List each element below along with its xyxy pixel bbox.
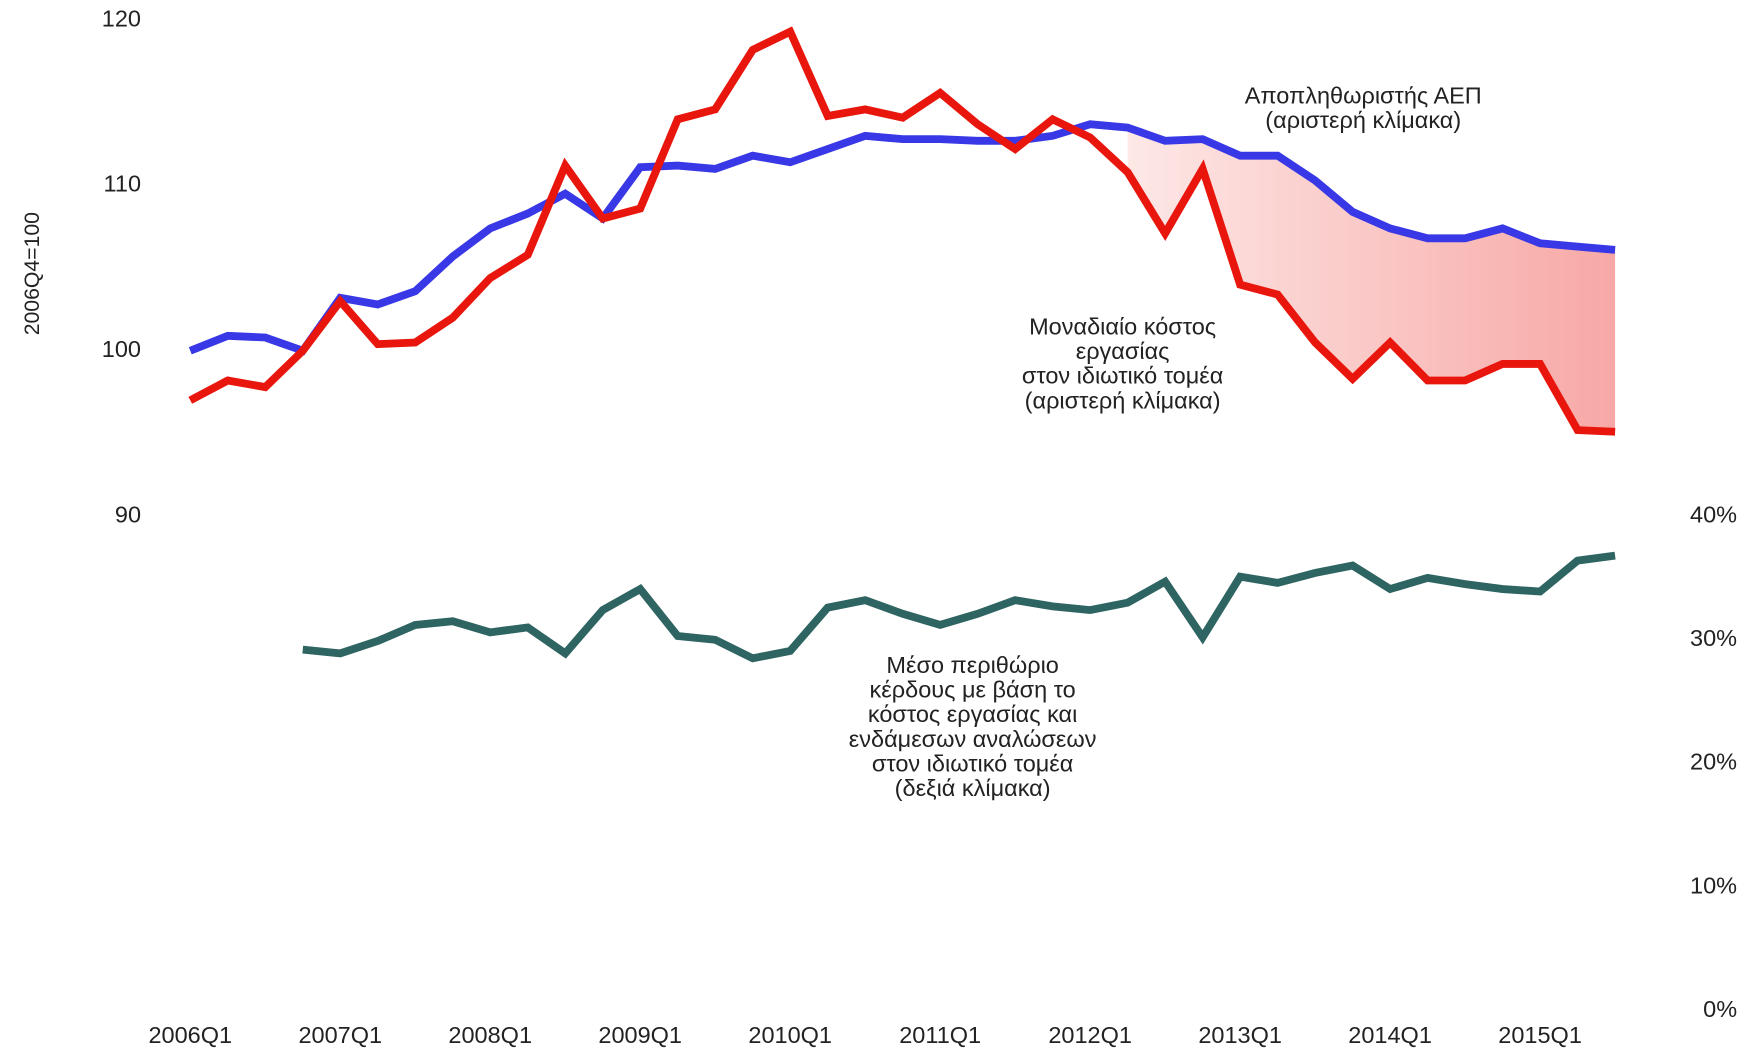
- x-tick-label: 2012Q1: [1048, 1022, 1132, 1048]
- series-line: [188, 26, 1616, 436]
- x-tick-label: 2010Q1: [748, 1022, 832, 1048]
- x-tick-label: 2008Q1: [448, 1022, 532, 1048]
- x-tick-label: 2015Q1: [1498, 1022, 1582, 1048]
- series-label: στον ιδιωτικό τομέα: [1022, 363, 1223, 389]
- series-label: κόστος εργασίας και: [868, 701, 1077, 727]
- series-label: (δεξιά κλίμακα): [895, 775, 1051, 801]
- y-tick-label: 120: [102, 5, 141, 31]
- series-label: κέρδους με βάση το: [870, 677, 1076, 703]
- y-tick-label: 100: [102, 336, 141, 362]
- series-line: [188, 120, 1616, 356]
- series-label: στον ιδιωτικό τομέα: [872, 750, 1073, 776]
- series-label: (αριστερή κλίμακα): [1265, 107, 1461, 133]
- x-tick-label: 2006Q1: [148, 1022, 232, 1048]
- series-label: Μέσο περιθώριο: [886, 652, 1058, 678]
- series-label: Μοναδιαίο κόστος: [1029, 314, 1216, 340]
- x-tick-label: 2013Q1: [1198, 1022, 1282, 1048]
- y2-tick-label: 20%: [1690, 749, 1737, 775]
- series-label: (αριστερή κλίμακα): [1025, 387, 1221, 413]
- x-tick-label: 2014Q1: [1348, 1022, 1432, 1048]
- y2-tick-label: 30%: [1690, 625, 1737, 651]
- shaded-gap: [1127, 127, 1616, 432]
- y2-tick-label: 40%: [1690, 501, 1737, 527]
- y-tick-label: 90: [115, 501, 141, 527]
- series-label: εργασίας: [1076, 338, 1170, 364]
- y2-tick-label: 0%: [1703, 996, 1737, 1022]
- x-tick-label: 2011Q1: [899, 1022, 981, 1048]
- series-line: [302, 551, 1616, 663]
- y-axis-label: 2006Q4=100: [20, 212, 44, 335]
- x-tick-label: 2009Q1: [598, 1022, 682, 1048]
- series-label: ενδάμεσων αναλώσεων: [849, 726, 1097, 752]
- series-label: Αποπληθωριστής ΑΕΠ: [1245, 82, 1482, 108]
- y-tick-label: 110: [104, 171, 141, 197]
- x-tick-label: 2007Q1: [298, 1022, 382, 1048]
- y2-tick-label: 10%: [1690, 872, 1737, 898]
